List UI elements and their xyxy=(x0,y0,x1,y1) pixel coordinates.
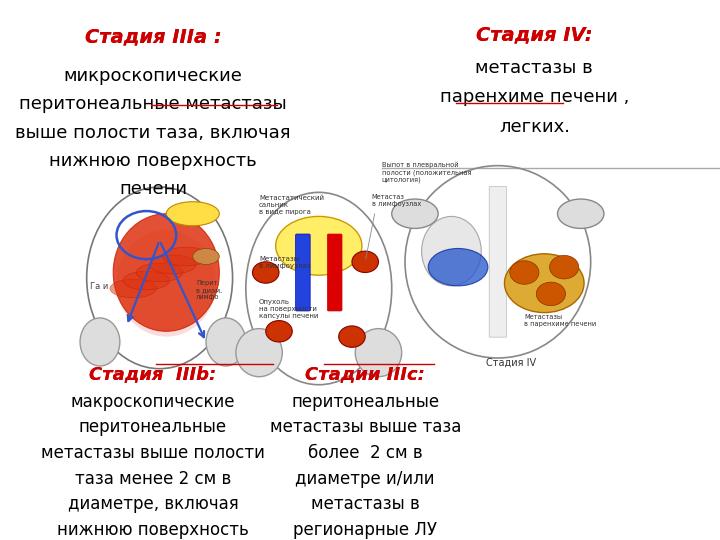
Text: метастазы в: метастазы в xyxy=(475,59,593,77)
Text: макроскопические: макроскопические xyxy=(71,393,235,411)
Ellipse shape xyxy=(80,318,120,366)
Ellipse shape xyxy=(117,230,216,336)
Text: Стадии IIIc:: Стадии IIIc: xyxy=(305,365,425,383)
Text: печени: печени xyxy=(119,180,187,198)
Text: регионарные ЛУ: регионарные ЛУ xyxy=(293,521,437,539)
Text: Выпот в плевральной
полости (положительная
цитология): Выпот в плевральной полости (положительн… xyxy=(382,161,472,183)
Text: Метастазы
в паренхиме печени: Метастазы в паренхиме печени xyxy=(524,314,597,327)
Text: перитонеальные: перитонеальные xyxy=(79,418,227,436)
Text: Стадия IV: Стадия IV xyxy=(486,358,536,368)
Ellipse shape xyxy=(206,318,246,366)
Text: метастазы выше таза: метастазы выше таза xyxy=(269,418,461,436)
Circle shape xyxy=(536,282,565,306)
Text: Га и: Га и xyxy=(90,281,108,291)
Text: более  2 см в: более 2 см в xyxy=(308,444,423,462)
Text: паренхиме печени ,: паренхиме печени , xyxy=(440,88,629,106)
Ellipse shape xyxy=(136,263,183,282)
Text: Метастатический
сальник
в виде пирога: Метастатический сальник в виде пирога xyxy=(259,195,324,215)
Text: легких.: легких. xyxy=(499,118,570,136)
Text: Метастазы
в лимфоузлах: Метастазы в лимфоузлах xyxy=(259,256,311,269)
Ellipse shape xyxy=(163,247,210,266)
Text: Перит.
в диам.
лимфо: Перит. в диам. лимфо xyxy=(196,280,222,300)
Circle shape xyxy=(510,261,539,284)
Circle shape xyxy=(549,255,579,279)
FancyBboxPatch shape xyxy=(328,234,342,311)
Text: Стадия  IIIb:: Стадия IIIb: xyxy=(89,365,217,383)
Circle shape xyxy=(338,326,365,347)
Circle shape xyxy=(253,262,279,283)
Ellipse shape xyxy=(276,217,362,275)
Ellipse shape xyxy=(428,248,488,286)
Text: Опухоль
на поверхности
капсулы печени: Опухоль на поверхности капсулы печени xyxy=(259,299,318,319)
Ellipse shape xyxy=(150,255,196,274)
Text: перитонеальные: перитонеальные xyxy=(291,393,439,411)
Circle shape xyxy=(352,251,379,273)
FancyBboxPatch shape xyxy=(296,234,310,311)
Ellipse shape xyxy=(193,248,220,265)
Ellipse shape xyxy=(392,199,438,228)
Text: метастазы выше полости: метастазы выше полости xyxy=(41,444,265,462)
Ellipse shape xyxy=(422,217,481,286)
Ellipse shape xyxy=(86,187,233,369)
Text: перитонеальные метастазы: перитонеальные метастазы xyxy=(19,95,287,113)
Text: Стадии IIIc:: Стадии IIIc: xyxy=(305,365,425,383)
Text: Стадия IV:: Стадия IV: xyxy=(476,25,593,44)
Ellipse shape xyxy=(236,329,282,377)
Text: Стадия IV:: Стадия IV: xyxy=(476,25,593,44)
Text: Стадия  IIIb:: Стадия IIIb: xyxy=(89,365,217,383)
Text: нижнюю поверхность: нижнюю поверхность xyxy=(57,521,249,539)
Text: диаметре, включая: диаметре, включая xyxy=(68,495,238,514)
Circle shape xyxy=(266,321,292,342)
Ellipse shape xyxy=(557,199,604,228)
Ellipse shape xyxy=(355,329,402,377)
Ellipse shape xyxy=(110,279,156,298)
Text: таза менее 2 см в: таза менее 2 см в xyxy=(75,470,231,488)
Text: диаметре и/или: диаметре и/или xyxy=(295,470,435,488)
Ellipse shape xyxy=(505,254,584,313)
Ellipse shape xyxy=(113,214,220,331)
Ellipse shape xyxy=(166,202,220,226)
Text: метастазы в: метастазы в xyxy=(311,495,420,514)
Text: Стадия IIIa :: Стадия IIIa : xyxy=(85,28,221,47)
Ellipse shape xyxy=(246,192,392,384)
Text: Метастаз
в лимфоузлах: Метастаз в лимфоузлах xyxy=(372,194,421,207)
Ellipse shape xyxy=(123,271,170,290)
Text: Стадия IIIa :: Стадия IIIa : xyxy=(85,28,221,47)
Text: выше полости таза, включая: выше полости таза, включая xyxy=(15,124,291,141)
Text: микроскопические: микроскопические xyxy=(63,67,243,85)
FancyBboxPatch shape xyxy=(489,186,506,337)
Text: нижнюю поверхность: нижнюю поверхность xyxy=(49,152,257,170)
